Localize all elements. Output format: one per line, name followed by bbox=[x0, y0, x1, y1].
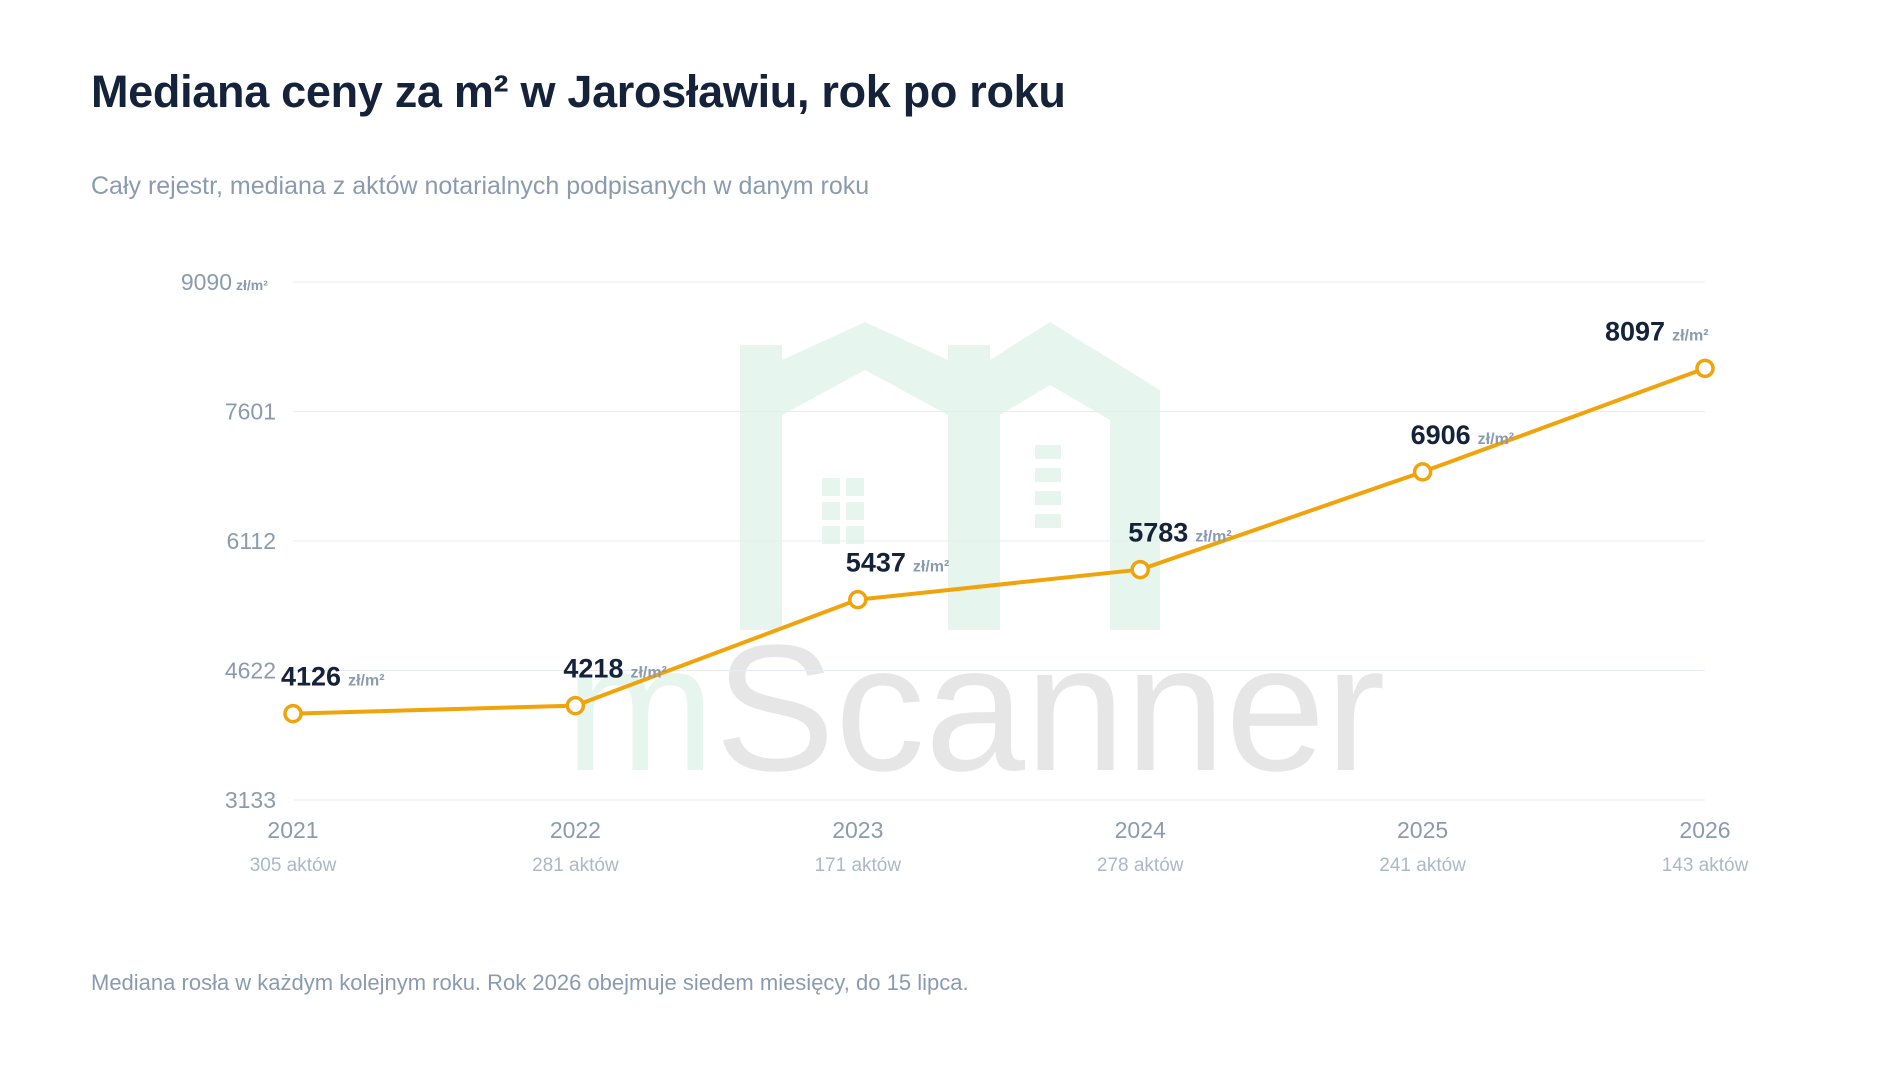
x-tick-sublabel: 171 aktów bbox=[814, 855, 901, 876]
x-tick-label: 2026 bbox=[1679, 817, 1730, 843]
x-axis: 2021 305 aktów 2022 281 aktów 2023 171 aktów 2… bbox=[250, 817, 1749, 876]
x-tick-label: 2021 bbox=[267, 817, 318, 843]
data-point bbox=[1130, 559, 1150, 580]
data-label: 4126 zł/m² bbox=[281, 662, 385, 692]
data-point bbox=[1695, 358, 1715, 379]
x-tick-sublabel: 278 aktów bbox=[1097, 855, 1184, 876]
x-tick-sublabel: 305 aktów bbox=[250, 855, 337, 876]
data-label: 5437 zł/m² bbox=[846, 548, 950, 578]
y-tick-label: 9090 bbox=[181, 269, 232, 295]
x-tick-label: 2022 bbox=[550, 817, 601, 843]
data-label: 5783 zł/m² bbox=[1128, 518, 1232, 548]
watermark: mScanner bbox=[565, 322, 1385, 809]
data-point bbox=[1412, 462, 1433, 482]
y-tick-label: 7601 bbox=[225, 398, 276, 424]
y-tick-label: 4622 bbox=[225, 658, 276, 684]
data-point bbox=[848, 589, 868, 610]
y-tick-label: 3133 bbox=[225, 787, 276, 813]
series-line bbox=[291, 366, 1707, 716]
data-point bbox=[565, 695, 586, 716]
data-point bbox=[283, 703, 303, 724]
x-tick-label: 2025 bbox=[1397, 817, 1448, 843]
data-labels: 4126 zł/m² 4218 zł/m² 5437 zł/m² 5783 zł/m² 6906… bbox=[281, 316, 1709, 691]
data-label: 8097 zł/m² bbox=[1605, 316, 1709, 346]
data-points bbox=[283, 358, 1715, 724]
y-axis: 3133 4622 6112 7601 9090 zł/m² bbox=[181, 269, 276, 813]
footnote: Mediana rosła w każdym kolejnym roku. Ro… bbox=[91, 970, 969, 995]
chart-subtitle: Cały rejestr, mediana z aktów notarialny… bbox=[91, 172, 870, 200]
x-tick-label: 2024 bbox=[1115, 817, 1166, 843]
x-tick-label: 2023 bbox=[832, 817, 883, 843]
watermark-text: mScanner bbox=[565, 608, 1385, 809]
grid-lines bbox=[293, 281, 1705, 801]
house-logo-icon bbox=[740, 322, 1160, 630]
x-tick-sublabel: 143 aktów bbox=[1662, 855, 1749, 876]
data-label: 4218 zł/m² bbox=[563, 654, 667, 684]
y-tick-label: 6112 bbox=[227, 528, 276, 554]
chart-title: Mediana ceny za m² w Jarosławiu, rok po … bbox=[91, 66, 1066, 117]
x-tick-sublabel: 241 aktów bbox=[1379, 855, 1466, 876]
data-label: 6906 zł/m² bbox=[1411, 420, 1515, 450]
x-tick-sublabel: 281 aktów bbox=[532, 855, 619, 876]
y-tick-unit: zł/m² bbox=[236, 277, 268, 293]
